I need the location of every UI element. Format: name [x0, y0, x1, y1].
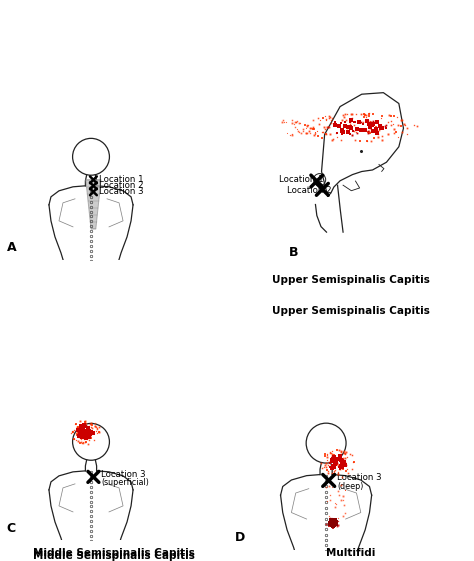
Text: Location 1: Location 1: [279, 174, 323, 183]
Text: Location 2: Location 2: [287, 186, 331, 195]
Text: Location 3: Location 3: [101, 470, 146, 479]
Text: C: C: [7, 522, 16, 535]
Text: Location 1: Location 1: [99, 175, 144, 185]
Text: Upper Semispinalis Capitis: Upper Semispinalis Capitis: [272, 306, 430, 316]
Text: B: B: [289, 246, 299, 259]
Text: D: D: [235, 531, 245, 544]
Text: (deep): (deep): [337, 481, 364, 491]
Text: Middle Semispinalis Capitis: Middle Semispinalis Capitis: [33, 548, 195, 558]
Text: Location 2: Location 2: [99, 181, 144, 190]
Polygon shape: [86, 180, 101, 229]
Text: Upper Semispinalis Capitis: Upper Semispinalis Capitis: [272, 275, 430, 285]
Text: Location 3: Location 3: [337, 473, 382, 482]
Text: Location 3: Location 3: [99, 187, 144, 196]
Text: Multifidi: Multifidi: [326, 548, 375, 558]
Text: (superficial): (superficial): [101, 477, 149, 486]
Text: Middle Semispinalis Capitis: Middle Semispinalis Capitis: [33, 551, 195, 561]
Text: A: A: [7, 241, 17, 254]
